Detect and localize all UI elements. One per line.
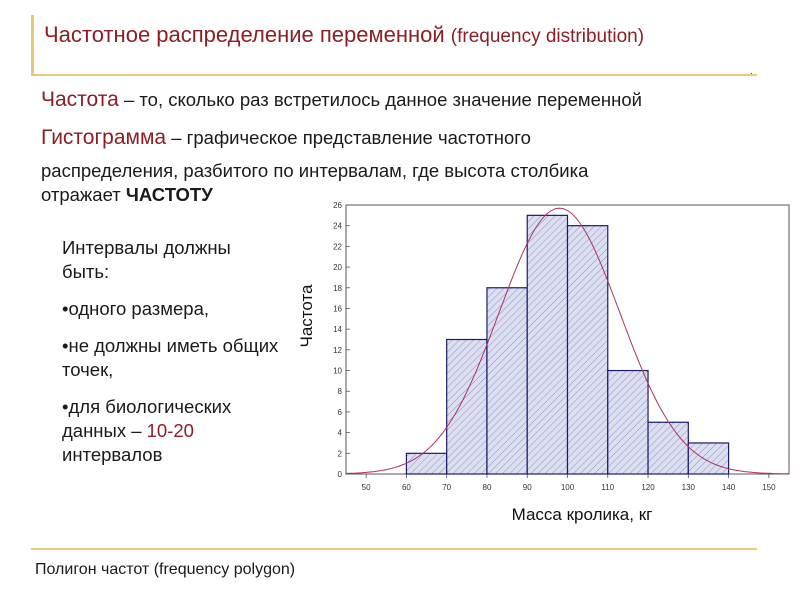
x-tick-label: 80: [483, 483, 492, 492]
interval-bullet-3a: •для биологических данных –: [62, 396, 232, 441]
y-tick-label: 22: [333, 242, 342, 251]
title-accent-bar: [31, 15, 34, 75]
y-tick-label: 12: [333, 346, 342, 355]
title-dot: .: [750, 66, 753, 77]
y-tick-label: 6: [338, 408, 343, 417]
bars: [405, 214, 730, 475]
histogram-text: – графическое представление частотного: [166, 127, 531, 148]
normal-fit-curve: [345, 207, 790, 475]
histogram-bold: ЧАСТОТУ: [125, 184, 213, 205]
histogram-bar: [486, 287, 528, 475]
interval-bullet-3: •для биологических данных – 10-20 интерв…: [62, 395, 282, 467]
interval-bullet-2: •не должны иметь общих точек,: [62, 335, 279, 380]
footer-divider: [31, 548, 757, 550]
histogram-bar: [526, 214, 569, 475]
interval-rules: Интервалы должны быть: •одного размера, …: [62, 236, 282, 480]
frequency-definition: Частота – то, сколько раз встретилось да…: [41, 88, 642, 112]
interval-bullet-3b: интервалов: [62, 444, 163, 465]
y-tick-label: 26: [333, 201, 342, 210]
title-divider: [31, 74, 757, 76]
page-title: Частотное распределение переменной (freq…: [44, 22, 644, 48]
x-tick-label: 150: [762, 483, 776, 492]
y-tick-label: 16: [333, 304, 342, 313]
y-tick-label: 20: [333, 263, 342, 272]
x-tick-label: 130: [682, 483, 696, 492]
histogram-bar: [607, 369, 649, 475]
histogram-term: Гистограмма: [41, 126, 167, 149]
x-tick-label: 140: [722, 483, 736, 492]
histogram-line-2: распределения, разбитого по интервалам, …: [41, 160, 589, 181]
interval-intro: Интервалы должны быть:: [62, 237, 231, 282]
y-tick-label: 4: [338, 429, 343, 438]
frequency-polygon-caption: Полигон частот (frequency polygon): [35, 561, 296, 578]
y-tick-label: 24: [333, 222, 342, 231]
histogram-bar: [566, 225, 609, 475]
frequency-term: Частота: [41, 88, 119, 111]
interval-bullet-3-accent: 10-20: [146, 420, 194, 441]
x-tick-label: 100: [561, 483, 575, 492]
y-axis-label: Частота: [297, 284, 316, 348]
y-tick-label: 14: [333, 325, 342, 334]
x-tick-label: 70: [442, 483, 451, 492]
x-axis-label: Масса кролика, кг: [512, 505, 653, 524]
histogram-definition: Гистограмма – графическое представление …: [41, 126, 531, 150]
histogram-line-3: отражает ЧАСТОТУ: [41, 184, 213, 206]
page-title-en: (frequency distribution): [450, 26, 645, 47]
histogram-bar: [647, 421, 689, 475]
y-tick-label: 18: [333, 284, 342, 293]
y-tick-label: 8: [338, 387, 343, 396]
y-tick-label: 2: [338, 449, 343, 458]
x-tick-label: 120: [641, 483, 655, 492]
histogram-line-3-text: отражает: [41, 184, 126, 205]
x-tick-label: 50: [362, 483, 371, 492]
y-tick-label: 0: [338, 470, 343, 479]
histogram-bar: [687, 442, 730, 475]
frequency-text: – то, сколько раз встретилось данное зна…: [118, 89, 642, 110]
x-tick-label: 90: [523, 483, 532, 492]
y-tick-label: 10: [333, 367, 342, 376]
histogram-bar: [405, 452, 448, 475]
x-tick-label: 110: [601, 483, 614, 492]
x-tick-label: 60: [402, 483, 411, 492]
interval-bullet-1: •одного размера,: [62, 298, 210, 319]
page-title-ru: Частотное распределение переменной: [44, 22, 445, 47]
x-axis: 50 60 70 80 90 100 110 120 130 140 150: [362, 474, 776, 492]
